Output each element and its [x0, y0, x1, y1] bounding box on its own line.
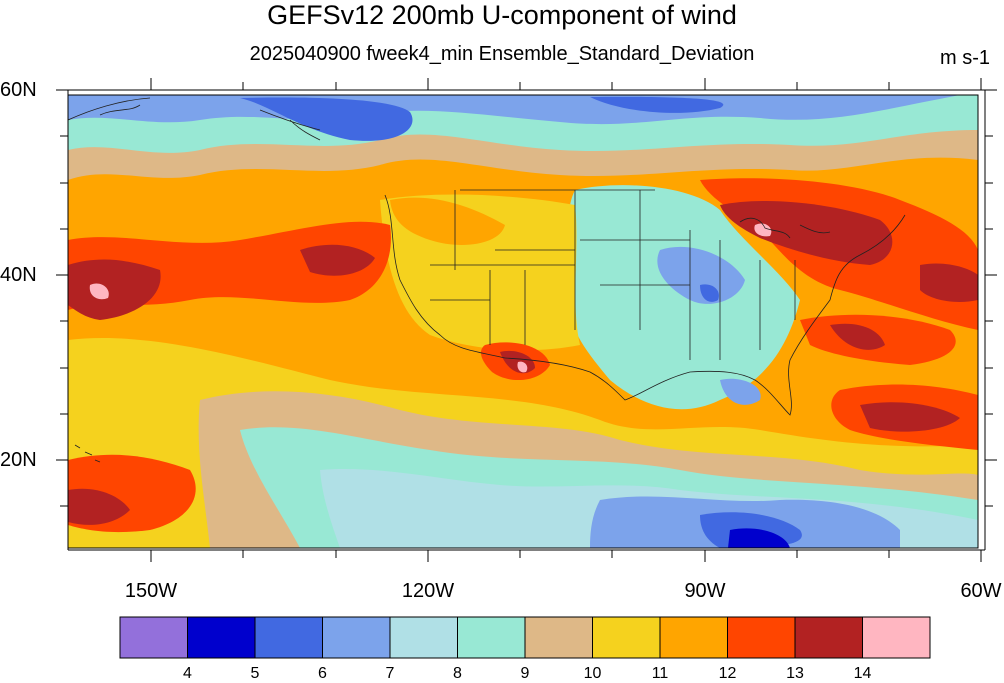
colorbar-swatch — [794, 616, 863, 659]
colorbar-swatch — [524, 616, 593, 659]
units-label: m s-1 — [940, 47, 990, 69]
colorbar-tick-label: 8 — [453, 665, 462, 682]
colorbar-tick-label: 13 — [786, 665, 804, 682]
colorbar-tick-label: 5 — [250, 665, 260, 682]
lon-label-120w: 120W — [401, 580, 455, 602]
colorbar-swatch — [659, 616, 728, 659]
colorbar-tick-label: 12 — [718, 665, 737, 682]
colorbar-swatch — [457, 616, 526, 659]
colorbar-tick-label: 7 — [385, 665, 395, 682]
colorbar-tick-label: 9 — [520, 665, 530, 682]
colorbar — [119, 616, 931, 659]
map-title: GEFSv12 200mb U-component of wind — [267, 0, 737, 30]
colorbar-tick-label: 11 — [651, 665, 669, 682]
lat-label-60n: 60N — [0, 79, 37, 101]
colorbar-swatch — [727, 616, 796, 659]
colorbar-swatch — [862, 616, 931, 659]
lon-label-150w: 150W — [124, 580, 178, 602]
colorbar-tick-label: 4 — [183, 665, 192, 682]
coastlines — [68, 97, 906, 463]
colorbar-swatch — [389, 616, 458, 659]
lat-label-40n: 40N — [0, 264, 37, 286]
axis-ticks — [56, 78, 997, 562]
colorbar-tick-label: 14 — [853, 665, 872, 682]
colorbar-swatch — [119, 616, 188, 659]
lon-label-90w: 90W — [684, 580, 726, 602]
colorbar-tick-label: 6 — [318, 665, 327, 682]
wind-stddev-field — [68, 95, 978, 548]
colorbar-swatch — [254, 616, 323, 659]
colorbar-swatch — [592, 616, 661, 659]
colorbar-swatch — [187, 616, 256, 659]
lat-label-20n: 20N — [0, 449, 37, 471]
colorbar-tick-label: 10 — [583, 665, 602, 682]
colorbar-swatch — [322, 616, 391, 659]
lon-label-60w: 60W — [960, 580, 1002, 602]
map-subtitle: 2025040900 fweek4_min Ensemble_Standard_… — [249, 43, 755, 65]
